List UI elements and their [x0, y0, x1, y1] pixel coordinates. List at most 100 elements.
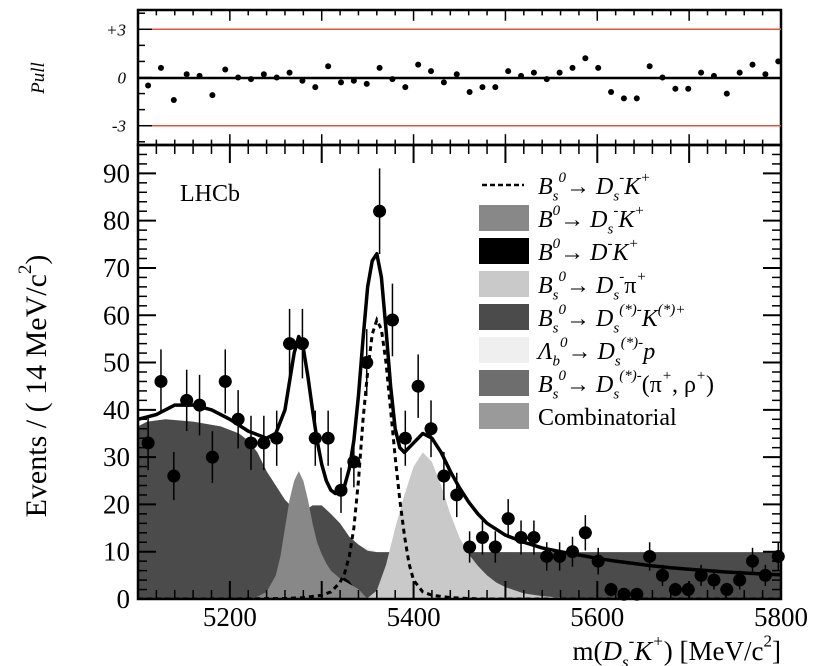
y-tick-label: 40	[103, 395, 130, 425]
data-point-marker	[565, 545, 579, 559]
data-point-marker	[758, 568, 772, 582]
legend-entry-bs_dspirho: Bs​0​→ Ds​(*)-​(π+​, ρ+​)	[479, 368, 714, 403]
data-point-marker	[334, 483, 348, 497]
text-run: →	[566, 174, 596, 200]
pull-point	[698, 69, 705, 76]
text-run: B	[538, 273, 553, 299]
pull-point	[518, 72, 525, 79]
data-point-marker	[231, 412, 245, 426]
bs-signal-dashed-curve	[138, 315, 781, 599]
data-point	[154, 349, 168, 414]
text-run: +	[636, 269, 646, 285]
text-run: K	[641, 306, 660, 332]
component-b-0-d-s-k	[138, 471, 781, 599]
data-point	[720, 582, 734, 597]
data-point-marker	[463, 540, 477, 554]
text-run: 2	[764, 632, 773, 651]
text-run: s	[622, 653, 629, 666]
data-point	[475, 520, 489, 555]
data-point-marker	[578, 526, 592, 540]
text-run: D	[589, 207, 607, 233]
legend-label: B0​→ D-​K+​	[538, 236, 639, 266]
pull-point	[672, 85, 679, 92]
data-point	[746, 547, 760, 575]
text-run: →	[566, 372, 596, 398]
data-point-marker	[270, 431, 284, 445]
data-point-marker	[154, 374, 168, 388]
pull-point	[273, 74, 280, 81]
data-point	[733, 570, 747, 590]
text-run: B	[538, 174, 553, 200]
pull-point	[312, 84, 319, 91]
pull-point	[736, 69, 743, 76]
text-run: D	[595, 273, 613, 299]
legend-label: B0​→ Ds​-​K+​	[538, 203, 645, 238]
data-point	[398, 410, 412, 466]
legend-label: Bs​0​→ Ds​(*)-​K(*)+​	[538, 302, 685, 337]
pull-point	[145, 82, 152, 89]
data-point	[617, 587, 631, 601]
data-point-marker	[257, 436, 271, 450]
text-run: (*)+	[658, 302, 686, 318]
pull-point	[453, 71, 460, 78]
pull-point	[389, 76, 396, 83]
data-point-marker	[746, 554, 760, 568]
data-point	[295, 308, 309, 379]
data-point-marker	[398, 431, 412, 445]
text-run: 0	[553, 236, 561, 252]
pull-point	[260, 71, 267, 78]
text-run: B	[538, 207, 553, 233]
data-point	[707, 570, 721, 590]
y-tick-label: 80	[103, 206, 130, 236]
data-point-marker	[244, 436, 258, 450]
y-tick-label: 20	[103, 489, 130, 519]
text-run: →	[568, 339, 598, 365]
text-run: B	[538, 240, 553, 266]
data-point-marker	[295, 337, 309, 351]
data-point-marker	[617, 587, 631, 601]
text-run: D	[595, 306, 613, 332]
text-run: +	[640, 170, 650, 186]
text-run: -	[629, 632, 635, 651]
pull-point	[659, 74, 666, 81]
y-tick-label: 30	[103, 442, 130, 472]
data-point	[450, 472, 464, 518]
text-run: ) [MeV/c	[664, 636, 764, 666]
text-run: 0	[560, 335, 568, 351]
text-run: s	[615, 354, 621, 370]
data-point	[218, 349, 232, 414]
data-point-marker	[437, 469, 451, 483]
text-run: +	[634, 203, 644, 219]
data-point	[437, 451, 451, 501]
pull-point	[376, 64, 383, 71]
legend-label: Bs​0​→ Ds​-​K+​	[538, 170, 650, 205]
text-run: D	[601, 636, 622, 666]
pull-point	[685, 85, 692, 92]
pull-y-tick-label: -3	[112, 117, 126, 136]
data-point	[347, 436, 361, 488]
legend-label: Bs​0​→ Ds​-​π+​	[538, 269, 646, 304]
pull-point	[209, 92, 216, 99]
pull-point	[440, 79, 447, 86]
data-point-marker	[694, 568, 708, 582]
pull-reference-lines	[138, 28, 781, 127]
data-point	[257, 415, 271, 471]
data-points	[141, 168, 785, 601]
text-run: s	[613, 189, 619, 205]
text-run: s	[613, 288, 619, 304]
data-point-marker	[180, 393, 194, 407]
pull-point	[749, 61, 756, 68]
legend-entry-bs_dsstkst: Bs​0​→ Ds​(*)-​K(*)+​	[479, 302, 685, 337]
data-point-marker	[424, 422, 438, 436]
legend-swatch	[479, 403, 529, 429]
text-run: D	[597, 339, 615, 365]
pull-point	[428, 68, 435, 75]
legend-label: Combinatorial	[538, 405, 677, 431]
text-run: π	[624, 273, 636, 299]
text-run: 2	[15, 265, 36, 275]
text-run: s	[553, 288, 559, 304]
pull-point	[646, 63, 653, 70]
text-run: m(	[572, 636, 602, 666]
